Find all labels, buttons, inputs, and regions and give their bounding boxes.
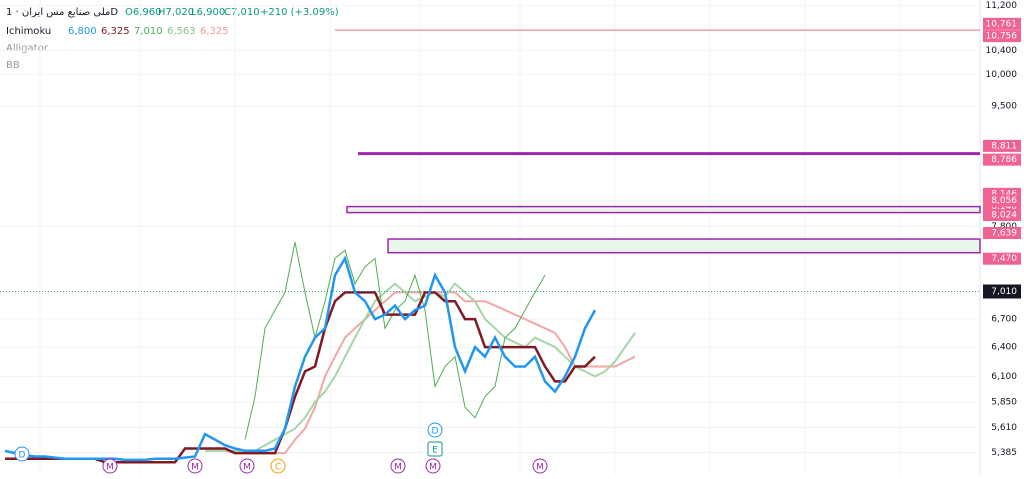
zone [387, 238, 981, 254]
event-label: D [19, 451, 26, 461]
event-label: M [429, 463, 437, 473]
ohlc-value: H7,020 [158, 7, 194, 18]
event-marker [427, 422, 443, 438]
event-marker [270, 458, 286, 474]
indicator-value: 6,563 [167, 26, 196, 37]
indicator-name: BB [6, 60, 20, 71]
event-marker [427, 441, 443, 457]
price-label: 10,761 [986, 19, 1018, 29]
price-label: 8,140 [991, 202, 1017, 212]
price-label: 10,756 [986, 32, 1018, 42]
event-marker [14, 446, 30, 462]
y-tick-label: 5,385 [991, 448, 1017, 458]
indicator-name: Alligator [6, 43, 49, 54]
price-label-box [983, 139, 1021, 152]
last-price-box [983, 284, 1021, 299]
y-tick-label: 6,100 [991, 372, 1017, 382]
ohlc-value: L6,900 [191, 7, 225, 18]
price-label-box [983, 252, 1021, 265]
event-label: M [394, 463, 402, 473]
event-label: E [432, 446, 438, 456]
price-label: 8,811 [991, 141, 1017, 151]
price-label-box [983, 209, 1021, 222]
y-tick-label: 5,850 [991, 397, 1017, 407]
indicator-value: 6,325 [101, 26, 130, 37]
indicator-line [5, 291, 596, 464]
price-label: 8,146 [991, 189, 1017, 199]
y-tick-label: 9,500 [991, 101, 1017, 111]
price-label-box [983, 194, 1021, 207]
event-label: M [106, 463, 114, 473]
event-marker [102, 458, 118, 474]
indicator-line [4, 255, 597, 462]
event-marker [425, 458, 441, 474]
change: +210 (+3.09%) [260, 7, 339, 18]
y-tick-label: 5,610 [991, 423, 1017, 433]
price-label-box [983, 30, 1021, 43]
indicator-value: 6,800 [68, 26, 97, 37]
price-label: 8,056 [991, 196, 1017, 206]
y-tick-label: 11,200 [986, 1, 1018, 11]
y-tick-label: 6,700 [991, 315, 1017, 325]
legend: ملی صنایع مس ایران · 1D O6,960H7,020L6,9… [6, 7, 339, 71]
indicator-value: 6,325 [200, 26, 229, 37]
event-label: M [191, 463, 199, 473]
indicator-value: 7,010 [134, 26, 163, 37]
ohlc-value: C7,010 [224, 7, 260, 18]
y-tick-label: 6,400 [991, 343, 1017, 353]
event-label: M [243, 463, 251, 473]
event-marker [239, 458, 255, 474]
indicator-line [205, 282, 636, 452]
price-label: 7,639 [991, 229, 1017, 239]
symbol: ملی صنایع مس ایران · 1D [6, 7, 118, 18]
indicator-name: Ichimoku [6, 26, 51, 37]
price-label: 8,024 [991, 211, 1017, 221]
y-tick-label: 7,800 [991, 222, 1017, 232]
event-marker [390, 458, 406, 474]
event-marker [187, 458, 203, 474]
price-label: 7,470 [991, 254, 1017, 264]
event-label: C [275, 463, 281, 473]
ohlc-value: O6,960 [125, 7, 162, 18]
zone [346, 205, 981, 214]
event-label: D [432, 427, 439, 437]
last-price-label: 7,010 [991, 287, 1017, 297]
y-tick-label: 10,400 [986, 46, 1018, 56]
price-label-box [983, 17, 1021, 30]
indicator-line [244, 242, 546, 440]
price-label: 8,786 [991, 155, 1017, 165]
event-label: M [536, 463, 544, 473]
price-label-box [983, 227, 1021, 240]
price-label-box [983, 153, 1021, 166]
y-tick-label: 10,000 [986, 70, 1018, 80]
event-marker [532, 458, 548, 474]
